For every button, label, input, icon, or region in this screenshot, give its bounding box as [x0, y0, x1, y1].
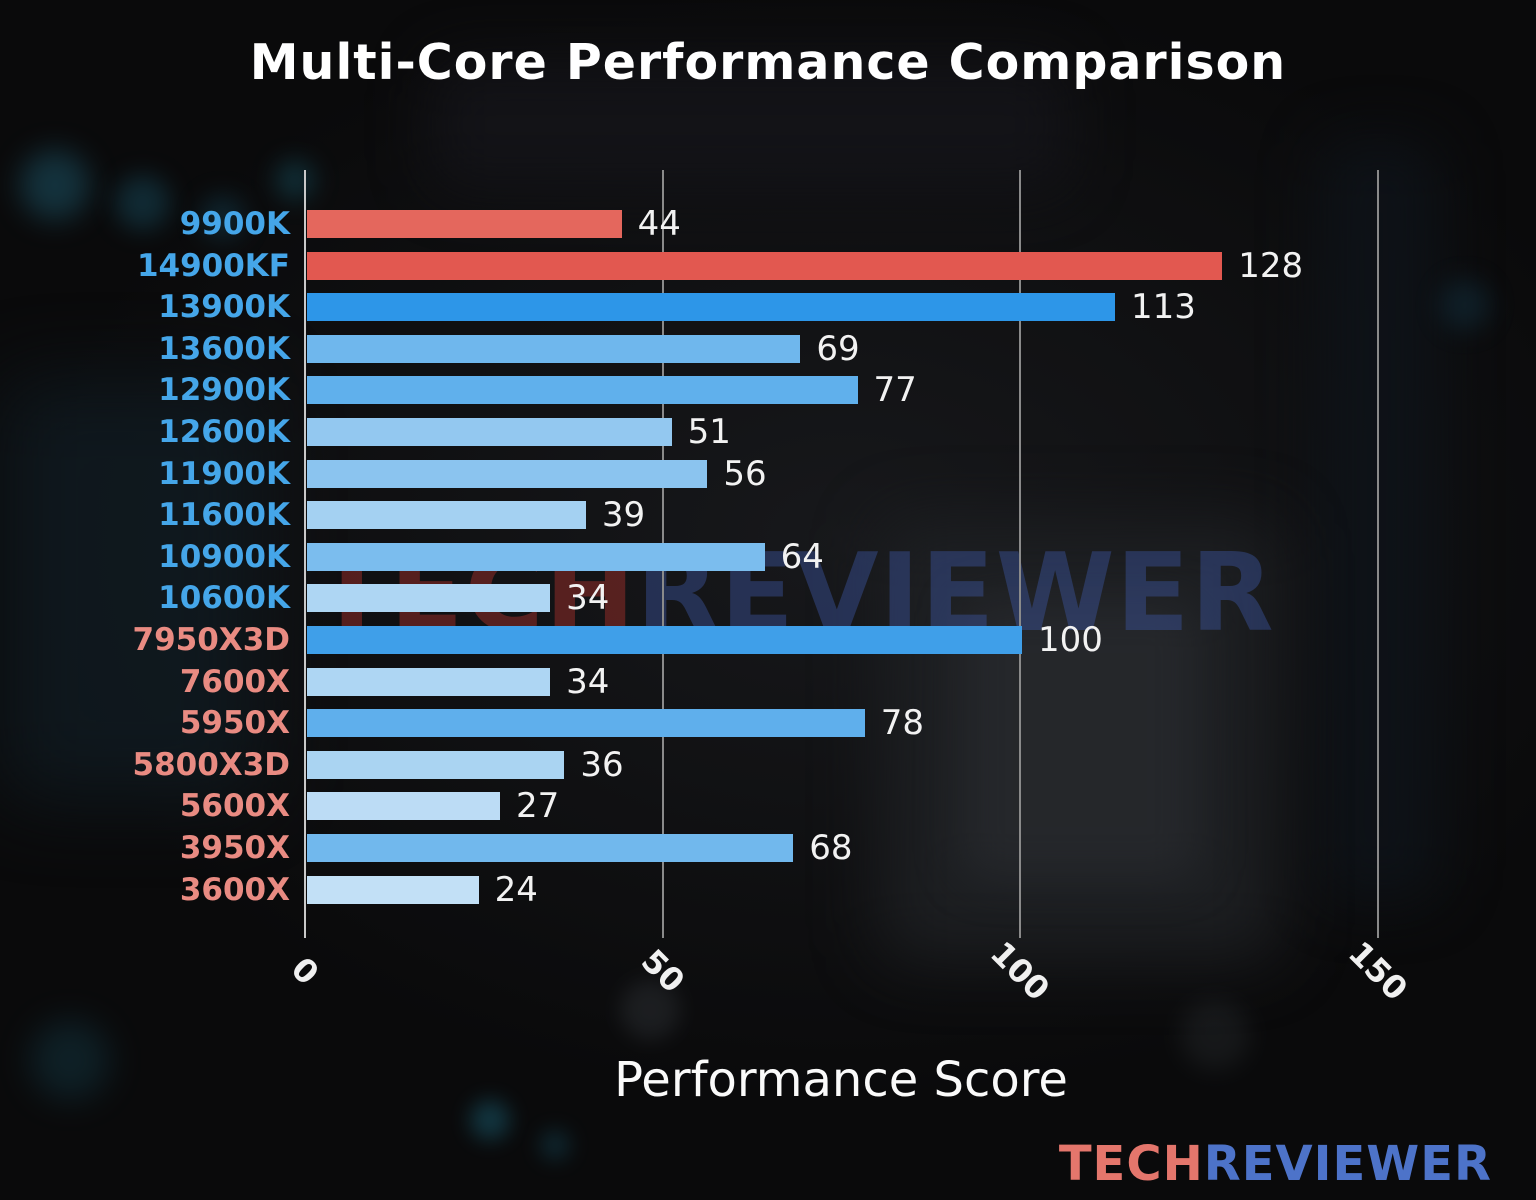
- bar: [307, 584, 551, 613]
- decor-blob: [200, 195, 245, 240]
- decor-blob: [1180, 1000, 1250, 1070]
- value-label: 128: [1238, 245, 1304, 286]
- bar: [307, 709, 865, 738]
- decor-blob: [620, 980, 680, 1040]
- value-label: 36: [580, 744, 624, 785]
- decor-blob: [1320, 140, 1440, 900]
- brand-logo-tech: TECH: [1058, 1136, 1204, 1192]
- value-label: 34: [566, 661, 610, 702]
- bar: [307, 418, 672, 446]
- y-axis-label: 5950X: [179, 705, 290, 742]
- x-tick-label: 150: [1340, 933, 1415, 1009]
- value-label: 27: [516, 786, 560, 827]
- bar: [307, 459, 708, 488]
- y-axis-spine: [304, 170, 306, 938]
- y-axis-label: 10600K: [158, 580, 290, 617]
- decor-blob: [470, 1100, 510, 1140]
- value-label: 64: [780, 536, 824, 577]
- bar: [307, 750, 565, 779]
- x-tick-label: 100: [982, 933, 1058, 1009]
- x-tick-label: 0: [283, 949, 327, 993]
- bar: [307, 834, 794, 862]
- value-label: 34: [566, 578, 610, 619]
- bar: [307, 376, 858, 405]
- value-label: 78: [880, 703, 924, 744]
- bar: [307, 334, 801, 363]
- y-axis-label: 11600K: [158, 497, 290, 534]
- y-axis-label: 5600X: [179, 788, 290, 825]
- y-axis-label: 3950X: [179, 830, 290, 866]
- value-label: 77: [873, 370, 917, 411]
- y-axis-label: 9900K: [179, 206, 290, 242]
- y-axis-label: 7600X: [179, 663, 290, 700]
- y-axis-label: 13600K: [158, 330, 290, 367]
- value-label: 113: [1130, 287, 1196, 328]
- bar: [307, 293, 1115, 322]
- y-axis-label: 12900K: [158, 372, 290, 409]
- value-label: 56: [723, 453, 767, 494]
- bar: [307, 501, 586, 530]
- value-label: 51: [687, 412, 731, 452]
- gridline: [1019, 170, 1021, 938]
- gridline: [1376, 170, 1379, 938]
- decor-blob: [20, 150, 90, 220]
- decor-blob: [0, 380, 260, 800]
- y-axis-label: 11900K: [158, 455, 290, 492]
- brand-logo-reviewer: REVIEWER: [1203, 1136, 1492, 1192]
- x-tick-label: 50: [633, 941, 692, 1001]
- y-axis-label: 5800X3D: [132, 746, 290, 783]
- y-axis-label: 10900K: [158, 538, 290, 575]
- bar: [307, 667, 551, 696]
- bar: [307, 210, 622, 238]
- value-label: 44: [637, 204, 681, 244]
- value-label: 68: [809, 828, 853, 868]
- bar: [307, 251, 1223, 280]
- decor-blob: [1440, 280, 1490, 330]
- bar: [307, 792, 501, 821]
- value-label: 69: [816, 328, 860, 369]
- value-label: 24: [494, 869, 538, 910]
- decor-blob: [115, 175, 170, 230]
- brand-logo: TECHREVIEWER: [1059, 1136, 1492, 1192]
- value-label: 100: [1038, 620, 1103, 660]
- value-label: 39: [601, 495, 646, 536]
- x-axis-label: Performance Score: [614, 1052, 1068, 1108]
- decor-blob: [430, 60, 1070, 190]
- y-axis-label: 13900K: [158, 289, 290, 326]
- bar: [307, 542, 765, 571]
- y-axis-label: 7950X3D: [132, 622, 290, 658]
- decor-blob: [540, 1130, 570, 1160]
- decor-blob: [275, 160, 315, 200]
- y-axis-label: 12600K: [158, 414, 290, 450]
- bar: [307, 875, 479, 904]
- y-axis-label: 14900KF: [136, 247, 290, 284]
- chart-title: Multi-Core Performance Comparison: [249, 34, 1287, 91]
- decor-blob: [30, 1020, 110, 1100]
- y-axis-label: 3600X: [179, 871, 290, 908]
- bar: [307, 626, 1022, 654]
